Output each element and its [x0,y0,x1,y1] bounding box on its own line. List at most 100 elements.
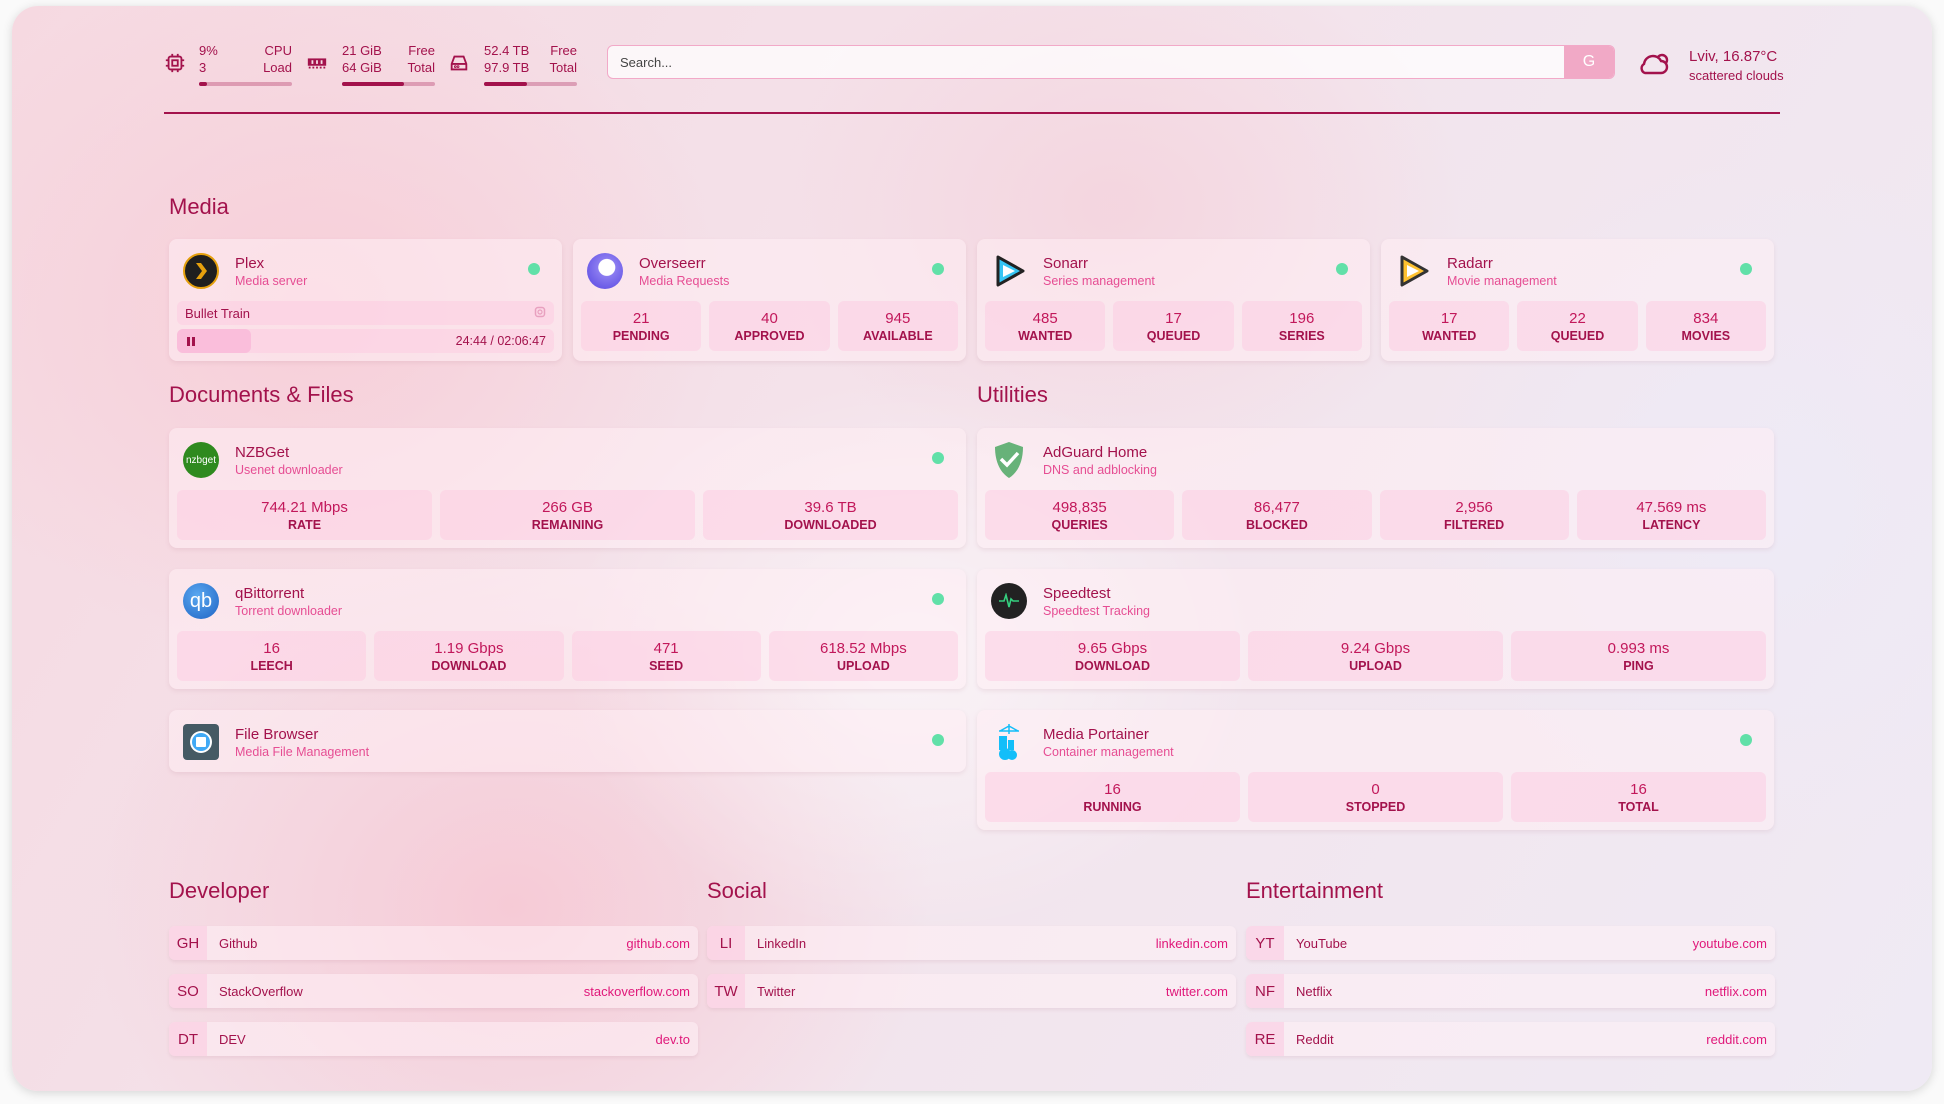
service-card-qbittorrent: qb qBittorrent Torrent downloader 16 LEECH 1.… [169,569,966,689]
section-title-utilities: Utilities [977,382,1048,407]
bookmark-dev[interactable]: DT DEV dev.to [169,1022,698,1056]
settings-icon[interactable] [534,306,546,321]
bookmark-group-entertainment: YT YouTube youtube.com NF Netflix netflix.com… [1246,926,1775,1056]
stat-label: WANTED [1422,328,1477,343]
service-title[interactable]: Overseerr [639,254,706,272]
card-header[interactable]: Media Portainer Container management [985,720,1766,764]
stat-series: 196 SERIES [1241,301,1362,351]
bookmark-netflix[interactable]: NF Netflix netflix.com [1246,974,1775,1008]
stat-value: 744.21 Mbps [261,498,348,516]
pause-icon[interactable] [187,337,195,346]
cpu-value: 9% [199,43,218,58]
stat-total: 16 TOTAL [1511,772,1766,822]
stat-value: 834 [1693,309,1719,327]
card-titles: Radarr Movie management [1447,255,1557,288]
service-title[interactable]: qBittorrent [235,584,305,602]
status-indicator [1336,263,1348,275]
card-titles: Media Portainer Container management [1043,726,1174,759]
service-subtitle: Torrent downloader [235,603,343,618]
card-header[interactable]: File Browser Media File Management [177,720,958,764]
stat-available: 945 AVAILABLE [837,301,958,351]
service-card-nzbget: nzbget NZBGet Usenet downloader 744.21 Mbps… [169,428,966,548]
usage-fill [199,82,208,86]
header-divider [164,112,1780,114]
card-header[interactable]: Radarr Movie management [1389,249,1766,293]
load-label: Load [263,60,292,75]
memory-bar [342,82,435,86]
status-indicator [1740,263,1752,275]
stat-label: MOVIES [1681,328,1731,343]
stat-value: 40 [761,309,778,327]
service-title[interactable]: AdGuard Home [1043,443,1148,461]
bookmark-twitter[interactable]: TW Twitter twitter.com [707,974,1236,1008]
service-subtitle: Container management [1043,744,1174,759]
service-subtitle: DNS and adblocking [1043,462,1157,477]
card-header[interactable]: Sonarr Series management [985,249,1362,293]
stat-value: 498,835 [1052,498,1107,516]
bookmark-url: youtube.com [1692,935,1767,951]
stat-label: TOTAL [1618,799,1659,814]
utilities-services: AdGuard Home DNS and adblocking 498,835 QUE… [977,428,1774,830]
card-header[interactable]: AdGuard Home DNS and adblocking [985,438,1766,482]
bookmark-abbr: YT [1246,926,1284,960]
stat-value: 266 GB [542,498,593,516]
card-titles: Overseerr Media Requests [639,255,729,288]
bookmark-group-developer: GH Github github.com SO StackOverflow stackov… [169,926,698,1056]
bookmark-name: DEV [219,1031,246,1047]
usage-fill [342,82,405,86]
service-title[interactable]: NZBGet [235,443,290,461]
stat-label: AVAILABLE [862,328,933,343]
stat-label: UPLOAD [1349,658,1402,673]
filebrowser-icon [183,724,219,760]
stat-label: LATENCY [1642,517,1701,532]
bookmark-stackoverflow[interactable]: SO StackOverflow stackoverflow.com [169,974,698,1008]
stat-queued: 17 QUEUED [1113,301,1234,351]
stat-upload: 618.52 Mbps UPLOAD [768,631,958,681]
stats-row: 485 WANTED 17 QUEUED 196 SERIES [985,301,1362,351]
service-title[interactable]: Sonarr [1043,254,1089,272]
stat-movies: 834 MOVIES [1645,301,1766,351]
playback-progress[interactable]: 24:44 / 02:06:47 [177,329,554,353]
card-titles: Speedtest Speedtest Tracking [1043,585,1150,618]
stat-value: 16 [1104,780,1121,798]
service-card-sonarr: Sonarr Series management 485 WANTED 17 QUEUED… [977,239,1370,361]
weather-condition: scattered clouds [1689,68,1784,83]
service-subtitle: Media File Management [235,744,370,759]
card-header[interactable]: qb qBittorrent Torrent downloader [177,579,958,623]
stat-value: 17 [1440,309,1458,327]
stat-download: 1.19 Gbps DOWNLOAD [374,631,564,681]
bookmark-group-title-entertainment: Entertainment [1246,878,1383,903]
now-playing[interactable]: Bullet Train [177,301,554,325]
service-title[interactable]: Plex [235,254,265,272]
stat-label: QUEUED [1146,328,1201,343]
cpu-bar [199,82,292,86]
service-title[interactable]: Speedtest [1043,584,1111,602]
bookmark-linkedin[interactable]: LI LinkedIn linkedin.com [707,926,1236,960]
service-card-file-browser: File Browser Media File Management [169,710,966,772]
service-subtitle: Media server [235,273,308,288]
bookmark-youtube[interactable]: YT YouTube youtube.com [1246,926,1775,960]
service-title[interactable]: Radarr [1447,254,1493,272]
service-title[interactable]: Media Portainer [1043,725,1149,743]
card-header[interactable]: Speedtest Speedtest Tracking [985,579,1766,623]
bookmark-reddit[interactable]: RE Reddit reddit.com [1246,1022,1775,1056]
card-header[interactable]: Overseerr Media Requests [581,249,958,293]
bookmark-name: LinkedIn [757,935,807,951]
service-subtitle: Series management [1043,273,1155,288]
card-titles: Sonarr Series management [1043,255,1155,288]
disk-stat: 52.4 TB 97.9 TB Free Total [484,42,577,86]
service-title[interactable]: File Browser [235,725,319,743]
card-header[interactable]: nzbget NZBGet Usenet downloader [177,438,958,482]
bookmark-abbr: TW [707,974,745,1008]
search-input[interactable] [608,46,1564,78]
card-header[interactable]: Plex Media server [177,249,554,293]
search-bar: G [607,45,1615,79]
bookmark-github[interactable]: GH Github github.com [169,926,698,960]
disk-bar [484,82,577,86]
stat-value: 17 [1165,309,1182,327]
cloud-sun-icon [1640,53,1669,75]
stat-label: BLOCKED [1245,517,1308,532]
search-provider-button[interactable]: G [1564,46,1614,78]
stat-ping: 0.993 ms PING [1511,631,1766,681]
stat-upload: 9.24 Gbps UPLOAD [1248,631,1503,681]
